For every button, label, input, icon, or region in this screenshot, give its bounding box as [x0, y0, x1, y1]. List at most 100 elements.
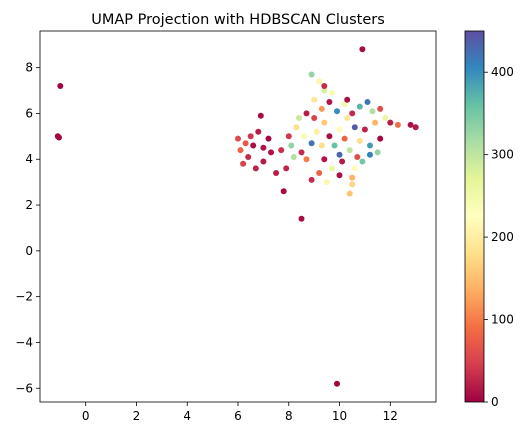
scatter-point	[334, 380, 340, 387]
scatter-point	[354, 154, 361, 160]
scatter-point	[359, 158, 366, 165]
scatter-point	[311, 115, 318, 121]
scatter-point	[242, 140, 249, 147]
scatter-point	[278, 147, 285, 154]
scatter-point	[318, 105, 325, 112]
scatter-point	[349, 174, 356, 181]
scatter-point	[349, 110, 356, 117]
scatter-point	[56, 134, 62, 141]
scatter-point	[339, 158, 346, 165]
scatter-point	[260, 158, 267, 165]
scatter-point	[280, 188, 287, 195]
x-tick-label: 0	[82, 409, 90, 423]
y-tick-label: 8	[25, 61, 33, 75]
scatter-point	[235, 135, 241, 142]
scatter-point	[407, 121, 414, 128]
scatter-point	[387, 119, 394, 126]
colorbar-tick-label: 300	[491, 148, 514, 162]
scatter-point	[336, 151, 343, 158]
scatter-point	[303, 156, 310, 163]
scatter-point	[344, 115, 351, 121]
scatter-point	[285, 133, 292, 140]
scatter-point	[321, 156, 328, 163]
scatter-point	[298, 215, 305, 222]
scatter-point	[247, 133, 254, 140]
x-tick-label: 4	[183, 409, 191, 423]
y-tick-label: 0	[25, 244, 33, 258]
scatter-point	[316, 78, 323, 85]
scatter-point	[257, 112, 264, 119]
scatter-point	[356, 103, 363, 110]
scatter-point	[361, 126, 368, 133]
scatter-point	[346, 147, 353, 154]
y-tick-label: −4	[15, 335, 33, 349]
scatter-point	[293, 124, 300, 131]
scatter-point	[336, 126, 343, 133]
scatter-point	[321, 87, 328, 94]
colorbar-tick-label: 100	[491, 313, 514, 327]
scatter-point	[326, 133, 333, 140]
scatter-point	[295, 115, 302, 121]
scatter-point	[268, 149, 274, 156]
scatter-point	[273, 170, 280, 176]
scatter-point	[372, 119, 379, 126]
scatter-point	[237, 147, 244, 154]
scatter-point	[369, 108, 376, 115]
scatter-point	[316, 170, 323, 176]
scatter-point	[377, 135, 384, 142]
colorbar-ticks: 0 100 200 300 400	[484, 65, 514, 409]
scatter-point	[318, 142, 325, 149]
scatter-point	[288, 142, 295, 149]
axes: 0 2 4 6 8 10 12 −6 −4 −2 0 2 4 6 8	[15, 61, 398, 423]
scatter-point	[301, 133, 307, 140]
scatter-point	[283, 165, 290, 172]
y-tick-label: −6	[15, 381, 33, 395]
colorbar: 0 100 200 300 400	[464, 30, 514, 409]
scatter-point	[364, 99, 371, 105]
scatter-point	[394, 121, 401, 128]
scatter-point	[377, 105, 384, 112]
scatter-point	[341, 101, 348, 108]
scatter-point	[303, 110, 310, 117]
scatter-point	[57, 83, 64, 89]
scatter-point	[308, 71, 315, 78]
scatter-point	[374, 149, 381, 156]
scatter-point	[323, 179, 330, 186]
scatter-point	[331, 142, 338, 149]
scatter-point	[351, 124, 358, 131]
x-tick-label: 6	[234, 409, 242, 423]
scatter-point	[367, 142, 373, 149]
scatter-point	[252, 165, 259, 172]
y-tick-label: 2	[25, 198, 33, 212]
scatter-point	[308, 140, 315, 147]
colorbar-tick-label: 200	[491, 230, 514, 244]
scatter-point	[412, 124, 419, 131]
scatter-point	[334, 108, 340, 115]
scatter-point	[250, 142, 257, 149]
scatter-point	[349, 181, 356, 188]
scatter-point	[255, 128, 262, 135]
scatter-point	[341, 135, 348, 142]
scatter-point	[313, 128, 320, 135]
scatter-point	[290, 154, 297, 160]
scatter-point	[321, 83, 328, 89]
scatter-point	[328, 165, 335, 172]
points-layer	[54, 46, 419, 387]
colorbar-tick-label: 400	[491, 65, 514, 79]
y-tick-label: −2	[15, 290, 33, 304]
scatter-point	[240, 160, 247, 167]
plot-frame	[39, 30, 437, 403]
colorbar-gradient	[464, 30, 485, 403]
scatter-point	[311, 96, 318, 103]
scatter-point	[356, 137, 363, 144]
x-tick-label: 10	[332, 409, 347, 423]
scatter-point	[351, 165, 358, 172]
scatter-point	[321, 119, 328, 126]
x-tick-label: 2	[133, 409, 141, 423]
x-tick-label: 8	[285, 409, 293, 423]
scatter-point	[328, 89, 335, 96]
y-tick-label: 4	[25, 152, 33, 166]
scatter-point	[382, 115, 389, 121]
